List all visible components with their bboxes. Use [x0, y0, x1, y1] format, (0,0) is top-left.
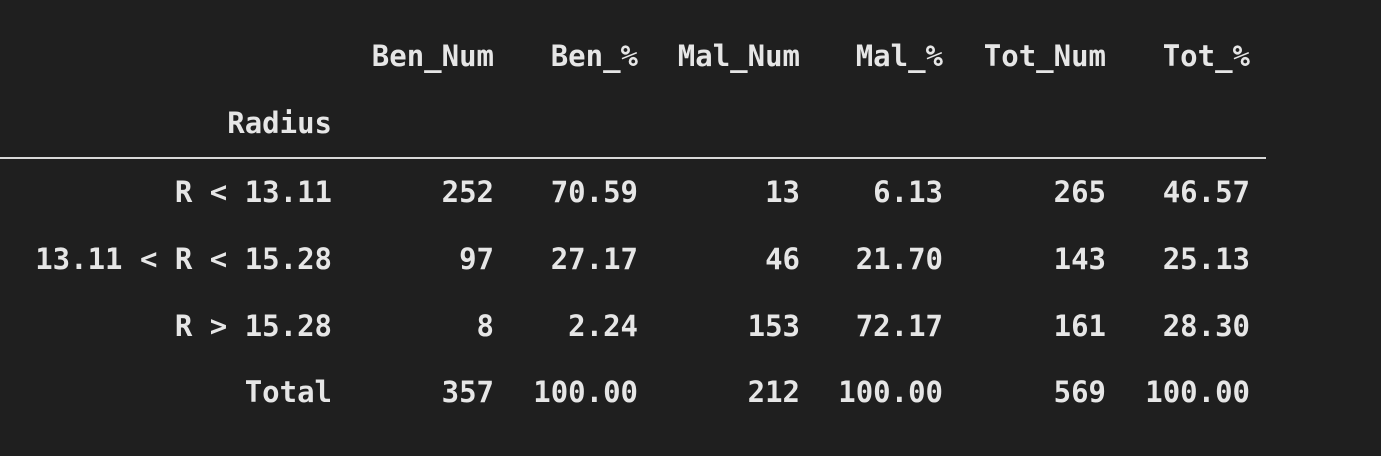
- row-label: R > 15.28: [174, 309, 332, 343]
- table-cell: 72.17: [855, 309, 943, 343]
- header-divider: [0, 157, 1266, 159]
- table-cell: 6.13: [873, 175, 943, 209]
- column-header-mal-num: Mal_Num: [677, 39, 800, 73]
- table-cell: 265: [1053, 175, 1106, 209]
- column-header-tot-pct: Tot_%: [1162, 39, 1250, 73]
- column-header-tot-num: Tot_Num: [983, 39, 1106, 73]
- table-cell: 100.00: [533, 375, 638, 409]
- table-cell: 100.00: [838, 375, 943, 409]
- table-cell: 13: [765, 175, 800, 209]
- table-cell: 161: [1053, 309, 1106, 343]
- bottom-border: [0, 456, 1381, 458]
- row-label-total: Total: [244, 375, 332, 409]
- table-cell: 28.30: [1162, 309, 1250, 343]
- table-cell: 357: [441, 375, 494, 409]
- table-cell: 212: [747, 375, 800, 409]
- index-name-header: Radius: [227, 106, 332, 140]
- table-cell: 143: [1053, 242, 1106, 276]
- table-cell: 153: [747, 309, 800, 343]
- table-cell: 8: [476, 309, 494, 343]
- table-cell: 25.13: [1162, 242, 1250, 276]
- table-cell: 2.24: [568, 309, 638, 343]
- table-cell: 252: [441, 175, 494, 209]
- table-cell: 100.00: [1145, 375, 1250, 409]
- table-cell: 70.59: [550, 175, 638, 209]
- table-cell: 27.17: [550, 242, 638, 276]
- table-cell: 46: [765, 242, 800, 276]
- table-cell: 46.57: [1162, 175, 1250, 209]
- row-label: R < 13.11: [174, 175, 332, 209]
- table-cell: 569: [1053, 375, 1106, 409]
- column-header-mal-pct: Mal_%: [855, 39, 943, 73]
- column-header-ben-pct: Ben_%: [550, 39, 638, 73]
- table-cell: 97: [459, 242, 494, 276]
- column-header-ben-num: Ben_Num: [371, 39, 494, 73]
- table-cell: 21.70: [855, 242, 943, 276]
- row-label: 13.11 < R < 15.28: [35, 242, 332, 276]
